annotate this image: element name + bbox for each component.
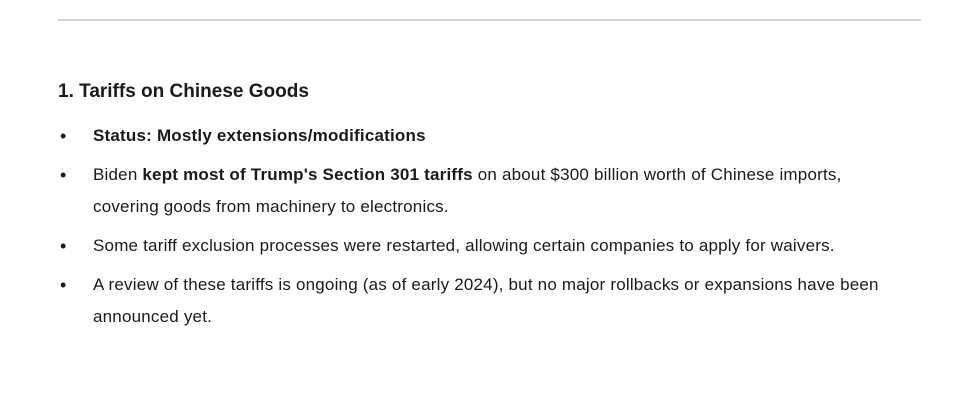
divider — [58, 19, 921, 21]
list-item: Status: Mostly extensions/modifications — [58, 120, 908, 152]
section-heading: 1. Tariffs on Chinese Goods — [58, 81, 309, 102]
list-item: Some tariff exclusion processes were res… — [58, 230, 908, 262]
list-item: A review of these tariffs is ongoing (as… — [58, 269, 908, 333]
list-item: Biden kept most of Trump's Section 301 t… — [58, 159, 908, 223]
bullet-list: Status: Mostly extensions/modifications … — [58, 120, 908, 340]
